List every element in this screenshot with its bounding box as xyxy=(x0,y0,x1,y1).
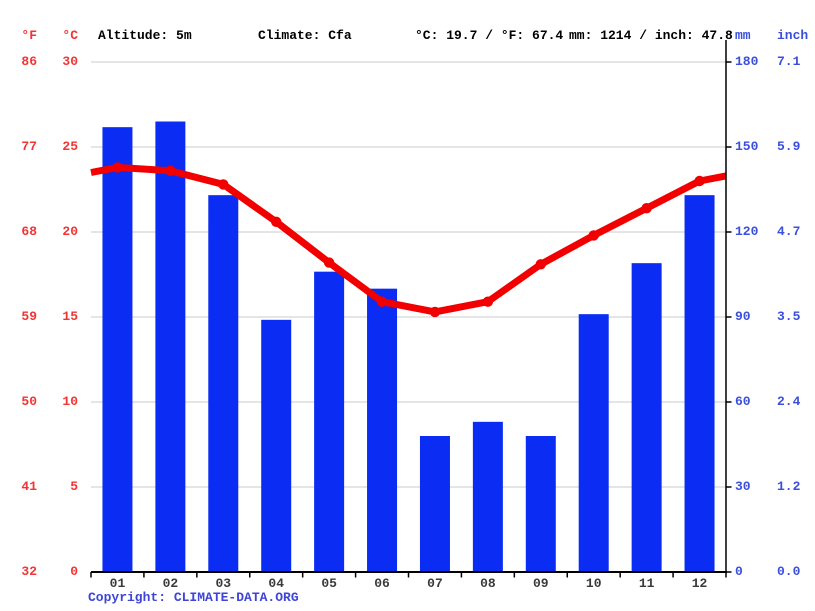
y-axis-label-c-15: 15 xyxy=(62,309,78,324)
y-axis-label-f-50: 50 xyxy=(21,394,37,409)
y-axis-label-c-5: 5 xyxy=(70,479,78,494)
temperature-point-09 xyxy=(535,259,546,270)
precip-bar-08 xyxy=(472,421,503,572)
precip-bar-12 xyxy=(684,195,715,572)
temperature-point-07 xyxy=(429,306,441,318)
y-axis-label-c-10: 10 xyxy=(62,394,78,409)
x-axis-label-month-06: 06 xyxy=(374,576,390,591)
x-axis-label-month-12: 12 xyxy=(691,576,708,591)
temperature-line xyxy=(90,163,727,316)
header-temp-summary: °C: 19.7 / °F: 67.4 xyxy=(415,28,564,43)
temperature-point-01 xyxy=(112,162,123,173)
y-axis-label-inch-7.1: 7.1 xyxy=(777,54,801,69)
precip-bar-06 xyxy=(367,288,398,572)
temperature-point-12 xyxy=(694,175,705,187)
temperature-point-05 xyxy=(323,257,335,268)
y-axis-label-c-30: 30 xyxy=(62,54,78,69)
temperature-point-03 xyxy=(218,179,229,190)
header-precip-summary: mm: 1214 / inch: 47.8 xyxy=(569,28,733,43)
y-axis-label-mm-120: 120 xyxy=(735,224,759,239)
x-axis-label-month-11: 11 xyxy=(638,576,655,591)
y-axis-label-mm-0: 0 xyxy=(735,564,743,579)
y-axis-label-f-68: 68 xyxy=(21,224,37,239)
precip-bar-02 xyxy=(155,121,186,572)
y-axis-label-c-0: 0 xyxy=(70,564,78,579)
y-axis-label-f-86: 86 xyxy=(21,54,37,69)
x-axis-label-month-04: 04 xyxy=(268,576,284,591)
precip-bar-03 xyxy=(208,195,239,572)
header-celsius-unit: °C xyxy=(62,28,78,43)
x-axis-label-month-03: 03 xyxy=(215,576,232,591)
precip-bar-04 xyxy=(261,319,292,572)
y-axis-label-mm-30: 30 xyxy=(735,479,751,494)
precip-bar-10 xyxy=(578,314,609,572)
temperature-point-04 xyxy=(271,216,282,227)
temperature-point-11 xyxy=(641,203,652,214)
y-axis-label-mm-180: 180 xyxy=(735,54,759,69)
y-axis-label-c-25: 25 xyxy=(62,139,78,154)
y-axis-label-f-32: 32 xyxy=(21,564,37,579)
y-axis-label-f-41: 41 xyxy=(21,479,37,494)
y-axis-label-inch-3.5: 3.5 xyxy=(777,309,801,324)
y-axis-label-mm-150: 150 xyxy=(735,139,759,154)
temperature-point-06 xyxy=(376,296,388,307)
x-axis-label-month-10: 10 xyxy=(585,576,602,591)
y-axis-label-inch-4.7: 4.7 xyxy=(777,224,801,239)
y-axis-label-f-59: 59 xyxy=(21,309,37,324)
header-mm-unit: mm xyxy=(735,28,751,43)
y-axis-label-inch-1.2: 1.2 xyxy=(777,479,801,494)
y-axis-label-inch-5.9: 5.9 xyxy=(777,139,801,154)
copyright-link[interactable]: Copyright: CLIMATE-DATA.ORG xyxy=(88,590,299,605)
y-axis-label-mm-90: 90 xyxy=(735,309,751,324)
header-altitude: Altitude: 5m xyxy=(98,28,192,43)
temperature-point-02 xyxy=(165,165,176,176)
x-axis-label-month-09: 09 xyxy=(532,576,549,591)
y-axis-label-f-77: 77 xyxy=(21,139,37,154)
precip-bar-11 xyxy=(631,263,662,572)
y-axis-label-inch-0.0: 0.0 xyxy=(777,564,801,579)
header-inch-unit: inch xyxy=(777,28,809,43)
precip-bar-01 xyxy=(102,127,133,573)
x-axis-label-month-07: 07 xyxy=(427,576,443,591)
x-axis-label-month-08: 08 xyxy=(480,576,496,591)
y-axis-label-c-20: 20 xyxy=(62,224,78,239)
x-axis-label-month-01: 01 xyxy=(109,576,126,591)
header-fahrenheit-unit: °F xyxy=(21,28,37,43)
precip-bar-05 xyxy=(314,271,345,572)
temperature-point-10 xyxy=(588,230,599,241)
x-axis-label-month-02: 02 xyxy=(162,576,179,591)
header-climate-class: Climate: Cfa xyxy=(258,28,352,43)
precip-bar-07 xyxy=(419,436,450,572)
y-axis-label-inch-2.4: 2.4 xyxy=(777,394,801,409)
y-axis-label-mm-60: 60 xyxy=(735,394,751,409)
precip-bar-09 xyxy=(525,436,556,572)
temperature-point-08 xyxy=(482,296,494,307)
x-axis-label-month-05: 05 xyxy=(321,576,337,591)
